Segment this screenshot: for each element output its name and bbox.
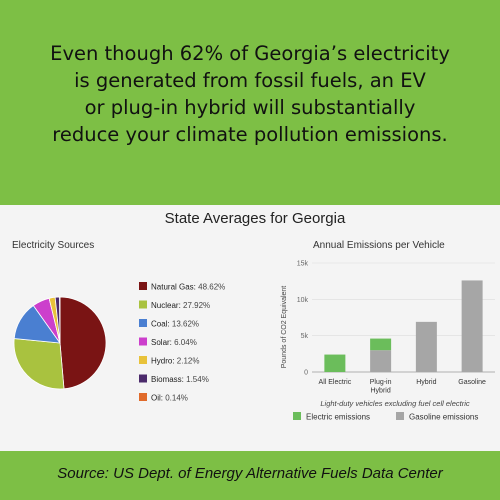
bar-gasoline-emissions: [415, 321, 437, 372]
headline-line: or plug-in hybrid will substantially: [84, 96, 416, 119]
pie-slice-nuclear: [13, 338, 65, 390]
source-footer: Source: US Dept. of Energy Alternative F…: [0, 451, 500, 500]
charts-svg: State Averages for Georgia Electricity S…: [12, 210, 495, 422]
legend-swatch: [139, 356, 147, 364]
pie-legend: Natural Gas: 48.62% Nuclear: 27.92% Coal: …: [139, 282, 225, 403]
pie-legend-item: Hydro: 2.12%: [151, 357, 199, 366]
headline-line: reduce your climate pollution emissions.: [52, 123, 448, 146]
x-tick-label: Plug-in: [370, 379, 392, 386]
bar-chart-title: Annual Emissions per Vehicle: [313, 240, 445, 251]
pie-legend-name: Coal:: [151, 320, 172, 329]
bar-x-axis-label: Light-duty vehicles excluding fuel cell …: [320, 399, 469, 408]
pie-legend-item: Coal: 13.62%: [151, 320, 199, 329]
y-tick-label: 0: [304, 370, 308, 377]
x-tick-label: Hybrid: [371, 388, 391, 395]
bar-gasoline-emissions: [370, 350, 392, 372]
pie-legend-name: Nuclear:: [151, 301, 183, 310]
bar-legend-item: Electric emissions: [306, 413, 370, 422]
bar-gasoline-emissions: [461, 280, 483, 372]
pie-legend-item: Solar: 6.04%: [151, 338, 197, 347]
pie-legend-name: Oil:: [151, 394, 165, 403]
headline-line: Even though 62% of Georgia’s electricity: [50, 42, 450, 65]
legend-swatch: [293, 412, 301, 420]
pie-legend-name: Natural Gas:: [151, 283, 198, 292]
pie-slice-natural-gas: [59, 296, 107, 390]
pie-chart-title: Electricity Sources: [12, 240, 94, 251]
bar-legend: Electric emissions Gasoline emissions: [293, 412, 478, 422]
pie-legend-value: 13.62%: [172, 320, 199, 329]
legend-swatch: [139, 374, 147, 383]
legend-swatch: [139, 282, 147, 290]
legend-swatch: [139, 393, 147, 401]
x-tick-label: Hybrid: [416, 379, 436, 386]
pie-chart: [13, 296, 107, 390]
y-tick-label: 5k: [301, 333, 309, 340]
x-tick-label: All Electric: [319, 379, 352, 386]
pie-legend-item: Oil: 0.14%: [151, 394, 188, 403]
pie-legend-item: Biomass: 1.54%: [151, 375, 209, 384]
legend-swatch: [139, 300, 147, 309]
panel-title: State Averages for Georgia: [165, 210, 346, 227]
y-tick-label: 15k: [297, 261, 309, 268]
legend-swatch: [139, 319, 147, 327]
chart-panel: State Averages for Georgia Electricity S…: [0, 205, 500, 451]
pie-legend-value: 48.62%: [198, 283, 225, 292]
legend-swatch: [139, 337, 147, 346]
source-text: Source: US Dept. of Energy Alternative F…: [57, 465, 443, 482]
bar-x-ticks: All Electric Plug-in Hybrid Hybrid Gasoline: [319, 379, 487, 395]
pie-legend-value: 0.14%: [165, 394, 188, 403]
pie-legend-value: 2.12%: [177, 357, 200, 366]
pie-legend-value: 6.04%: [174, 338, 197, 347]
pie-legend-name: Solar:: [151, 338, 174, 347]
x-tick-label: Gasoline: [458, 379, 486, 386]
pie-legend-item: Nuclear: 27.92%: [151, 301, 210, 310]
bar-legend-item: Gasoline emissions: [409, 413, 478, 422]
headline-line: is generated from fossil fuels, an EV: [74, 69, 426, 92]
pie-legend-name: Biomass:: [151, 375, 186, 384]
pie-legend-value: 1.54%: [186, 375, 209, 384]
bar-electric-emissions: [370, 338, 392, 351]
pie-legend-value: 27.92%: [183, 301, 210, 310]
headline-text: Even though 62% of Georgia’s electricity…: [18, 40, 482, 148]
headline-banner: Even though 62% of Georgia’s electricity…: [0, 0, 500, 205]
bar-y-axis-label: Pounds of CO2 Equivalent: [281, 286, 288, 369]
y-tick-label: 10k: [297, 297, 309, 304]
pie-legend-item: Natural Gas: 48.62%: [151, 283, 225, 292]
pie-legend-name: Hydro:: [151, 357, 177, 366]
bar-electric-emissions: [324, 354, 346, 372]
bar-chart: [324, 280, 483, 372]
legend-swatch: [396, 412, 404, 420]
bar-y-ticks: 0 5k 10k 15k: [297, 261, 309, 377]
